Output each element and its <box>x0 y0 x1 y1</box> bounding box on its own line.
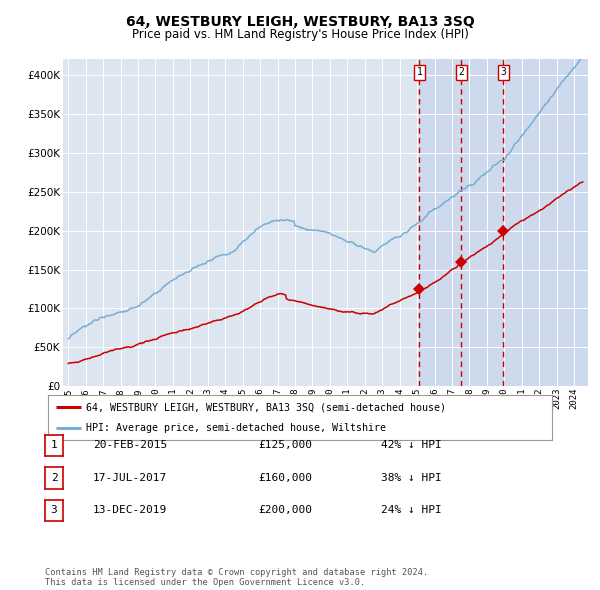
Text: HPI: Average price, semi-detached house, Wiltshire: HPI: Average price, semi-detached house,… <box>86 422 386 432</box>
Text: 20-FEB-2015: 20-FEB-2015 <box>93 441 167 450</box>
Text: Contains HM Land Registry data © Crown copyright and database right 2024.
This d: Contains HM Land Registry data © Crown c… <box>45 568 428 587</box>
Text: 1: 1 <box>416 67 422 77</box>
Bar <box>419 59 600 386</box>
Text: 2: 2 <box>458 67 464 77</box>
Text: £160,000: £160,000 <box>258 473 312 483</box>
Text: 2: 2 <box>50 473 58 483</box>
Text: 42% ↓ HPI: 42% ↓ HPI <box>381 441 442 450</box>
Text: 3: 3 <box>50 506 58 515</box>
Text: £200,000: £200,000 <box>258 506 312 515</box>
Text: 38% ↓ HPI: 38% ↓ HPI <box>381 473 442 483</box>
Text: 64, WESTBURY LEIGH, WESTBURY, BA13 3SQ (semi-detached house): 64, WESTBURY LEIGH, WESTBURY, BA13 3SQ (… <box>86 402 446 412</box>
Text: 3: 3 <box>500 67 506 77</box>
Text: 64, WESTBURY LEIGH, WESTBURY, BA13 3SQ: 64, WESTBURY LEIGH, WESTBURY, BA13 3SQ <box>125 15 475 29</box>
Text: 13-DEC-2019: 13-DEC-2019 <box>93 506 167 515</box>
Text: Price paid vs. HM Land Registry's House Price Index (HPI): Price paid vs. HM Land Registry's House … <box>131 28 469 41</box>
Text: 1: 1 <box>50 441 58 450</box>
Text: 17-JUL-2017: 17-JUL-2017 <box>93 473 167 483</box>
Text: 24% ↓ HPI: 24% ↓ HPI <box>381 506 442 515</box>
Text: £125,000: £125,000 <box>258 441 312 450</box>
